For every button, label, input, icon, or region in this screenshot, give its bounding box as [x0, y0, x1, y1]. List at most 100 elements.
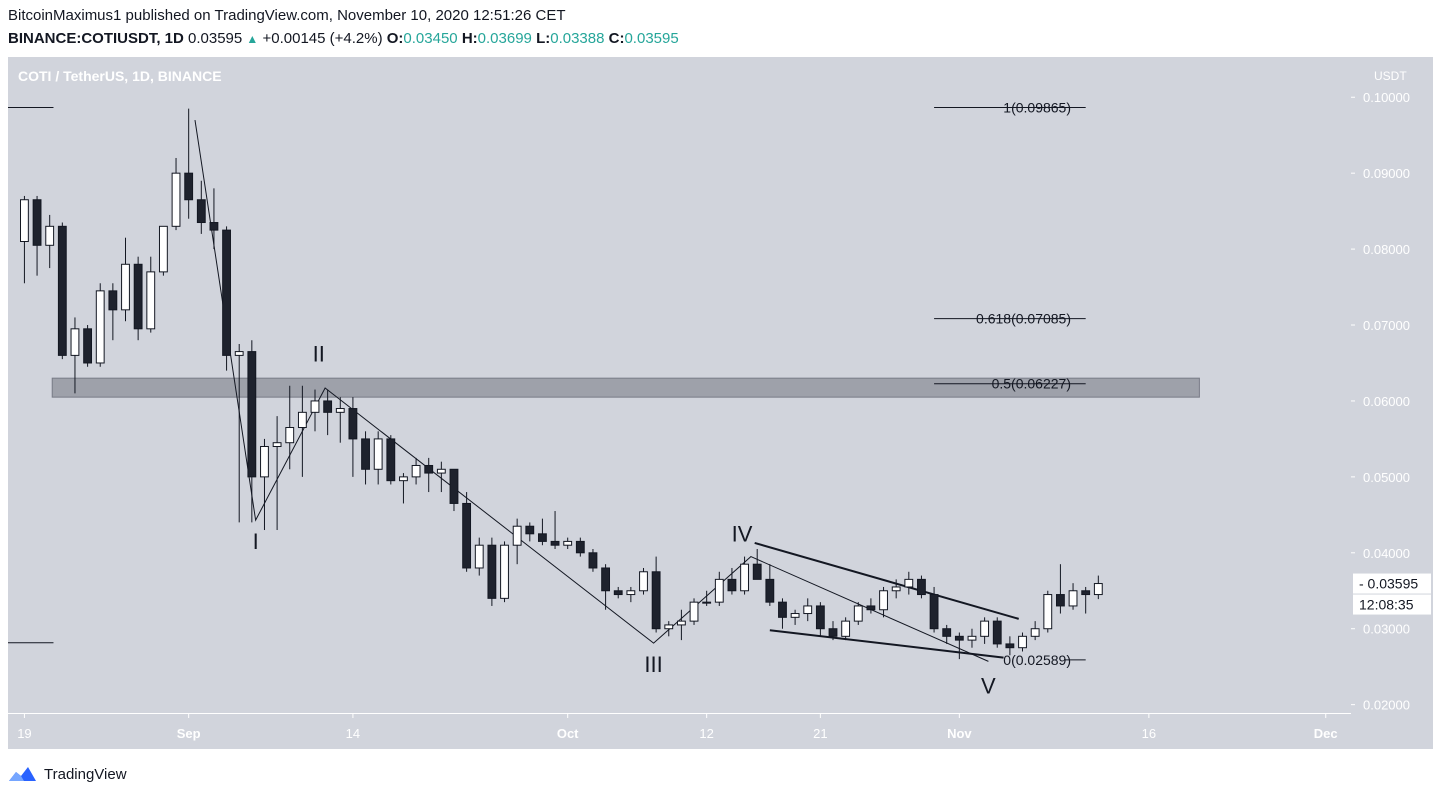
- fib-label: 0(0.02589): [1003, 652, 1071, 668]
- candle-body: [158, 225, 168, 273]
- candle-body: [1093, 583, 1103, 596]
- last-price-tag: [1353, 573, 1431, 594]
- candle: [550, 511, 560, 549]
- x-tick-label: Sep: [177, 726, 201, 741]
- candle-body: [222, 229, 231, 356]
- candle-body: [929, 594, 939, 630]
- candle-body: [575, 540, 585, 554]
- candle-body: [474, 544, 484, 569]
- price-unit-label: USDT: [1374, 69, 1407, 83]
- open-value: 0.03450: [403, 30, 458, 47]
- candle-body: [601, 567, 611, 592]
- wave-label: I: [253, 529, 259, 554]
- candle-body: [992, 620, 1002, 645]
- candle-body: [980, 620, 990, 637]
- candle: [1018, 632, 1027, 652]
- candle-body: [664, 624, 674, 630]
- candle-body: [538, 533, 547, 542]
- wave-label: II: [313, 341, 325, 366]
- y-tick-label: 0.03000: [1363, 622, 1410, 637]
- candle-body: [702, 601, 712, 604]
- candle-body: [815, 605, 825, 630]
- candle: [512, 518, 522, 565]
- y-tick-label: 0.09000: [1363, 166, 1410, 181]
- candle: [399, 473, 408, 504]
- y-tick-label: 0.08000: [1363, 242, 1410, 257]
- candle-body: [841, 620, 851, 637]
- x-tick-label: 19: [17, 726, 31, 741]
- candle: [954, 632, 964, 660]
- wave-label: IV: [732, 521, 753, 546]
- candle: [95, 283, 105, 367]
- close-value: 0.03595: [624, 30, 679, 47]
- candle-body: [348, 408, 358, 440]
- candle-body: [83, 328, 93, 364]
- candle: [285, 385, 295, 470]
- candle: [1030, 621, 1040, 641]
- candle: [234, 344, 244, 523]
- candle: [626, 586, 636, 603]
- high-value: 0.03699: [477, 30, 532, 47]
- low-label: L:: [536, 30, 551, 47]
- y-tick-label: 0.05000: [1363, 470, 1410, 485]
- candle: [841, 617, 851, 641]
- candle-body: [323, 400, 333, 413]
- y-tick-label: 0.07000: [1363, 318, 1410, 333]
- candle-body: [550, 540, 560, 546]
- x-tick-label: Oct: [557, 726, 579, 741]
- candle-body: [828, 628, 838, 637]
- candle: [83, 325, 93, 367]
- candle: [184, 108, 194, 219]
- time-axis[interactable]: [8, 714, 1351, 749]
- candle: [222, 226, 231, 371]
- candle-body: [171, 172, 181, 227]
- candle-body: [373, 438, 383, 470]
- candle-body: [879, 590, 888, 611]
- candle-body: [1005, 643, 1015, 649]
- candle: [361, 431, 370, 485]
- candle-body: [1068, 590, 1078, 607]
- candle: [335, 397, 345, 443]
- chart-title: COTI / TetherUS, 1D, BINANCE: [18, 68, 222, 84]
- candle: [790, 609, 800, 625]
- candle-body: [727, 578, 737, 592]
- candle: [310, 389, 320, 432]
- countdown-tag: [1353, 594, 1431, 615]
- candle-body: [778, 601, 787, 618]
- candle-body: [613, 590, 623, 596]
- candle: [891, 579, 901, 599]
- close-label: C:: [608, 30, 625, 47]
- candle: [879, 586, 888, 618]
- candle: [411, 457, 421, 485]
- candle-body: [297, 411, 307, 429]
- low-value: 0.03388: [550, 30, 605, 47]
- candle-body: [1056, 594, 1065, 607]
- candle: [45, 214, 55, 269]
- candle: [373, 431, 383, 485]
- candle-body: [689, 601, 699, 622]
- candle-body: [310, 400, 320, 413]
- candle: [1043, 590, 1053, 633]
- candle-body: [1043, 594, 1053, 630]
- candle-body: [904, 578, 914, 588]
- countdown-tag-label: 12:08:35: [1359, 597, 1414, 613]
- candle-body: [563, 540, 573, 546]
- candle-body: [411, 464, 421, 478]
- candle: [196, 180, 206, 234]
- price-axis[interactable]: [1351, 57, 1433, 749]
- candle-body: [70, 328, 80, 356]
- candle-body: [108, 290, 118, 311]
- candle-body: [133, 263, 143, 330]
- candle: [108, 283, 118, 341]
- candle: [133, 256, 143, 341]
- candle: [992, 617, 1002, 648]
- candle: [20, 195, 29, 284]
- last-price: 0.03595: [188, 30, 243, 47]
- candle-body: [740, 563, 749, 592]
- candle-body: [714, 578, 724, 603]
- candle: [436, 461, 446, 493]
- candle: [1056, 564, 1065, 614]
- candle-body: [260, 446, 269, 478]
- y-tick-label: 0.10000: [1363, 90, 1410, 105]
